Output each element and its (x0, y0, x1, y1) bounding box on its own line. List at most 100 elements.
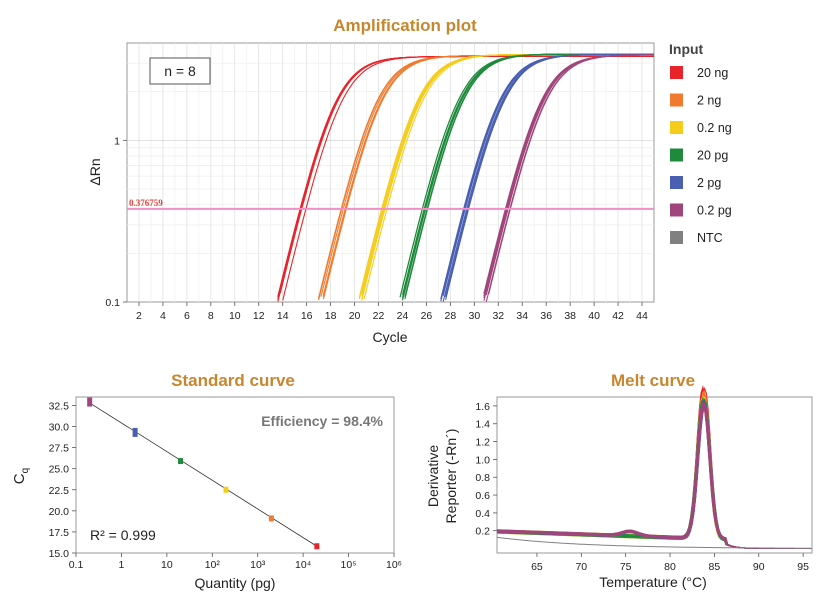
x-tick-label: 20 (349, 310, 361, 322)
x-tick-label: 95 (797, 561, 809, 573)
amplification-plot: Amplification plot 0.376759 n = 8 2 4 6 8 10… (87, 16, 732, 345)
x-tick-label: 10 (161, 559, 173, 571)
x-tick-label: 2 (136, 310, 142, 322)
standard-curve-title: Standard curve (171, 371, 295, 390)
x-tick-label: 10⁵ (341, 559, 357, 571)
efficiency-label: Efficiency = 98.4% (261, 413, 383, 429)
x-tick-label: 36 (540, 310, 552, 322)
y-tick-label: 22.5 (49, 485, 70, 497)
sample-count-label: n = 8 (164, 63, 196, 79)
y-tick-label: 20.0 (49, 506, 70, 518)
melt-curve-title: Melt curve (611, 371, 695, 390)
amplification-y-label: ΔRn (87, 158, 103, 185)
threshold-label: 0.376759 (129, 198, 163, 208)
standard-curve-plot-area (75, 396, 395, 554)
legend-label: 20 pg (697, 149, 728, 163)
legend-swatch (670, 203, 683, 217)
svg-text:Cq: Cq (11, 468, 31, 484)
y-tick-label: 1.4 (475, 419, 490, 431)
standard-curve-fit-line (89, 402, 318, 547)
amplification-grid (127, 43, 654, 302)
x-tick-label: 4 (160, 310, 166, 322)
legend-label: 0.2 ng (697, 121, 732, 135)
standard-curve-x-label: Quantity (pg) (195, 575, 276, 591)
x-tick-label: 32 (492, 310, 504, 322)
x-tick-label: 24 (397, 310, 409, 322)
standard-curve-y-ticks: 15.0 17.5 20.0 22.5 25.0 27.5 30.0 32.5 (49, 400, 76, 560)
x-tick-label: 70 (575, 561, 587, 573)
x-tick-label: 10³ (250, 559, 266, 571)
amplification-curve (445, 53, 654, 297)
amplification-curve (483, 54, 654, 301)
amplification-curve (277, 55, 654, 300)
x-tick-label: 10⁴ (295, 559, 311, 571)
melt-curve-line (496, 536, 812, 549)
standard-curve: Standard curve 0.1 1 10 10² 10³ 10⁴ 10⁵ 10⁶ 15.… (11, 371, 402, 591)
melt-curve: Melt curve 65 70 75 80 85 90 95 0.2 0.4 0.6 0.8 1.… (425, 371, 813, 590)
x-tick-label: 8 (208, 310, 214, 322)
amplification-curves (277, 53, 654, 303)
y-tick-label: 27.5 (49, 443, 70, 455)
legend-label: 2 pg (697, 176, 721, 190)
legend-swatch (670, 231, 683, 244)
y-tick-label: 0.6 (475, 490, 490, 502)
melt-x-ticks: 65 70 75 80 85 90 95 (531, 553, 809, 573)
x-tick-label: 10 (229, 310, 241, 322)
legend-swatch (670, 66, 683, 79)
x-tick-label: 34 (516, 310, 528, 322)
x-tick-label: 10² (205, 559, 221, 571)
y-tick-label: 32.5 (49, 400, 70, 412)
standard-curve-point (87, 397, 93, 407)
x-tick-label: 18 (325, 310, 337, 322)
legend-label: 0.2 pg (697, 204, 732, 218)
legend-items: 20 ng 2 ng 0.2 ng 20 pg 2 pg 0.2 pg NTC (670, 66, 732, 245)
x-tick-label: 16 (301, 310, 313, 322)
y-tick-label: 0.2 (475, 526, 490, 538)
melt-y-label-line2: Reporter (-Rn´) (443, 429, 459, 524)
amplification-y-ticks: 0.11 (105, 135, 127, 309)
x-tick-label: 22 (373, 310, 385, 322)
standard-curve-point (223, 486, 229, 493)
x-tick-label: 40 (588, 310, 600, 322)
melt-y-ticks: 0.2 0.4 0.6 0.8 1.0 1.2 1.4 1.6 (475, 401, 497, 538)
y-tick-label: 1.0 (475, 454, 490, 466)
standard-curve-point (268, 515, 274, 522)
legend-swatch (670, 176, 683, 189)
standard-curve-point (132, 427, 138, 437)
x-tick-label: 38 (564, 310, 576, 322)
x-tick-label: 42 (612, 310, 624, 322)
sample-count-box (149, 57, 211, 85)
y-tick-label: 15.0 (49, 548, 70, 560)
melt-y-label-line1: Derivative (425, 445, 441, 507)
y-tick-label: 17.5 (49, 527, 70, 539)
x-tick-label: 0.1 (69, 559, 84, 571)
y-tick-label: 0.1 (105, 297, 120, 309)
legend-label: 20 ng (697, 66, 728, 80)
x-tick-label: 28 (445, 310, 457, 322)
x-tick-label: 65 (531, 561, 543, 573)
x-tick-label: 12 (253, 310, 265, 322)
r-squared-label: R² = 0.999 (90, 527, 156, 543)
x-tick-label: 90 (753, 561, 765, 573)
x-tick-label: 75 (620, 561, 632, 573)
y-tick-label: 0.4 (475, 508, 490, 520)
x-tick-label: 14 (277, 310, 289, 322)
x-tick-label: 6 (184, 310, 190, 322)
standard-curve-y-label: Cq (11, 468, 31, 484)
y-tick-label: 1.6 (475, 401, 490, 413)
cq-label-main: C (11, 473, 28, 484)
y-tick-label: 1 (114, 135, 120, 147)
amplification-title: Amplification plot (333, 16, 477, 35)
amplification-x-label: Cycle (372, 329, 407, 345)
legend-label: NTC (697, 231, 723, 245)
standard-curve-point (178, 458, 184, 465)
legend-swatch (670, 148, 683, 162)
legend-swatch (670, 121, 683, 134)
y-tick-label: 0.8 (475, 472, 490, 484)
melt-curve-plot-area (496, 396, 813, 554)
y-tick-label: 1.2 (475, 437, 490, 449)
standard-curve-x-ticks: 0.1 1 10 10² 10³ 10⁴ 10⁵ 10⁶ (69, 553, 402, 571)
melt-curves (496, 385, 812, 549)
x-tick-label: 26 (421, 310, 433, 322)
